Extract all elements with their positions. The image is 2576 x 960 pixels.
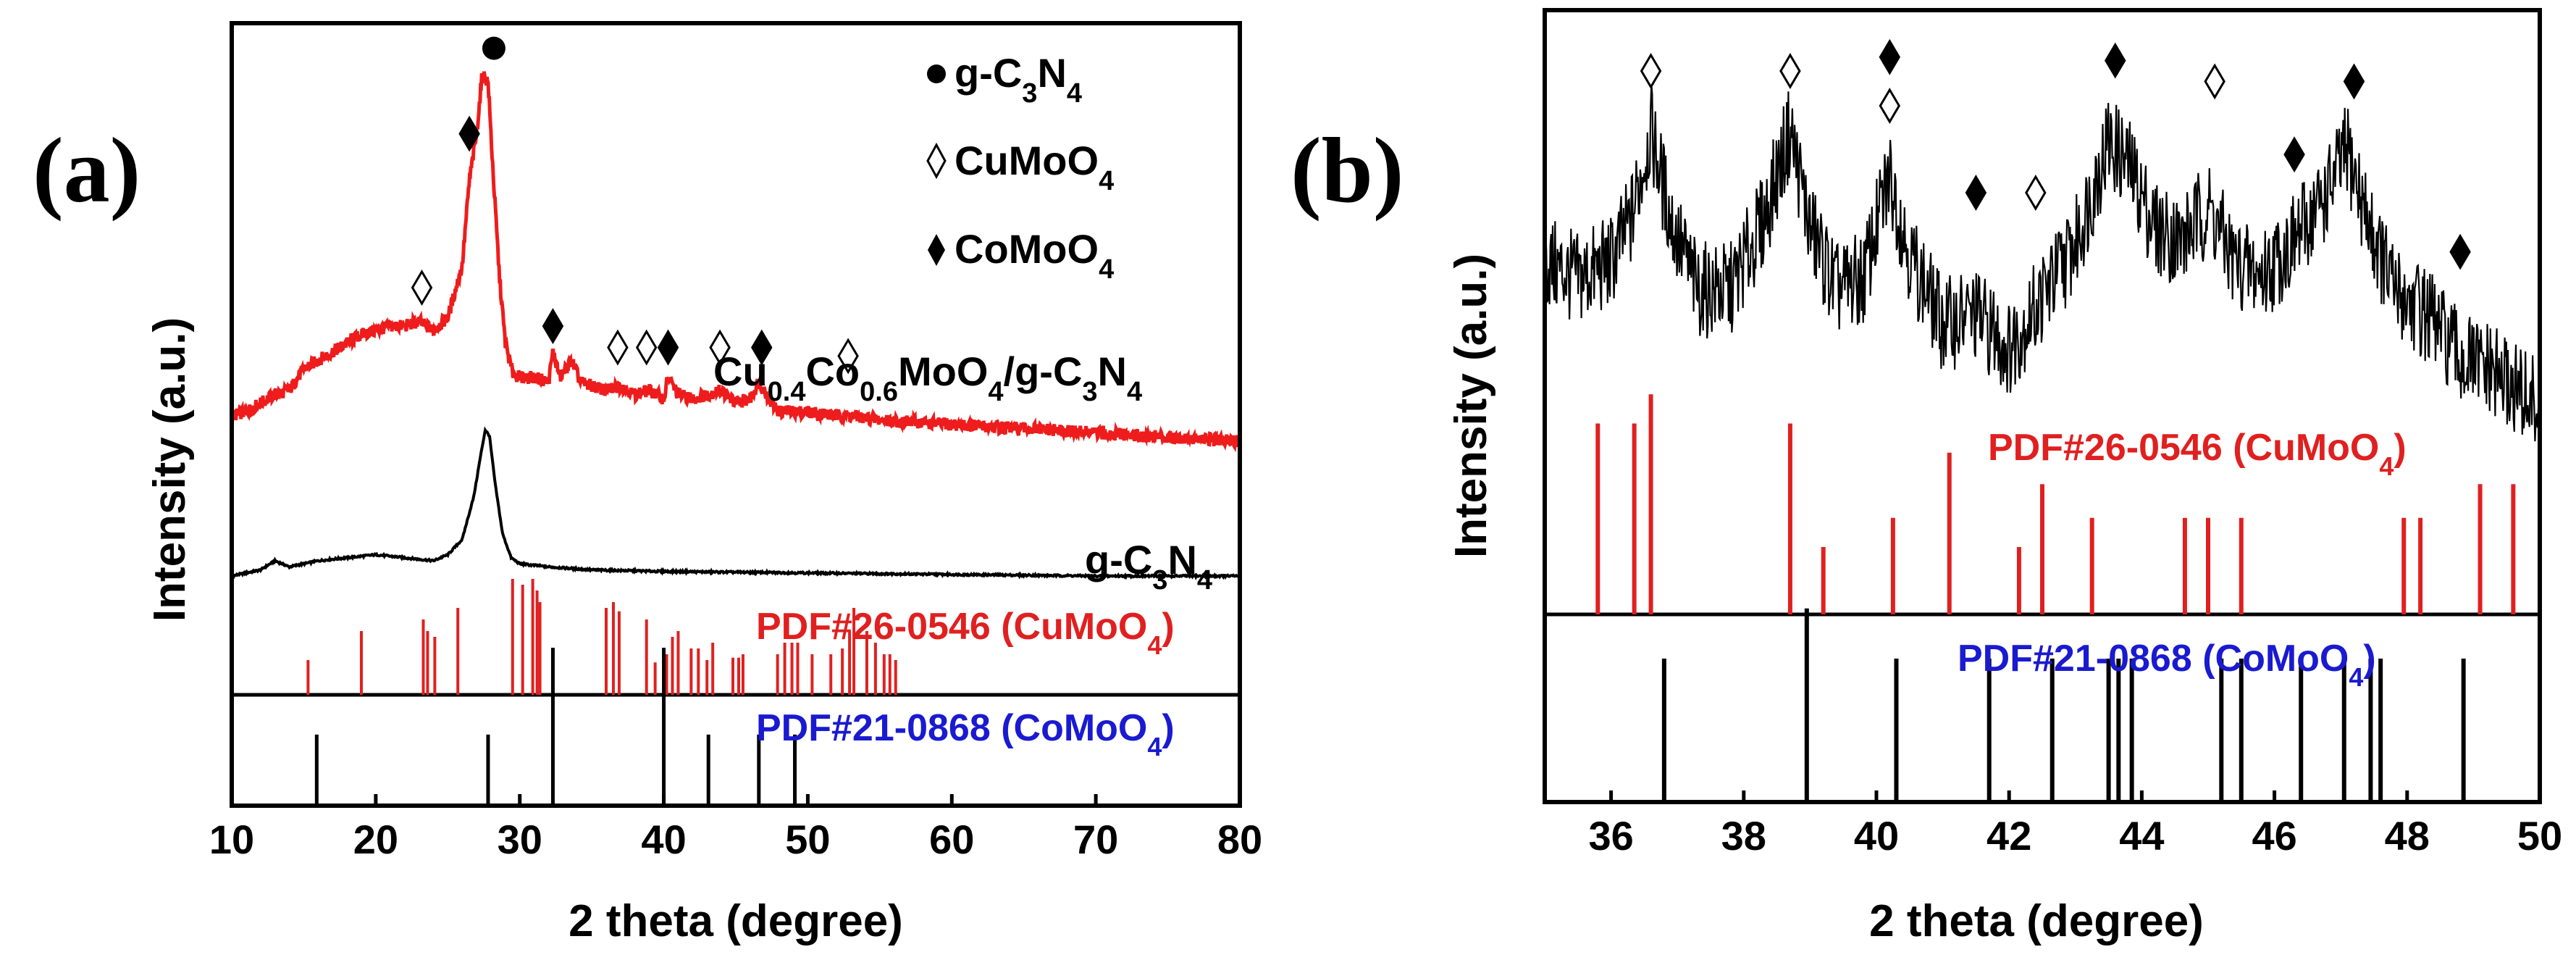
panel-b-marker-cumoo4-5	[2025, 175, 2047, 211]
panel-a-y-axis-label: Intensity (a.u.)	[145, 317, 195, 622]
panel-a-marker-comoo4-8	[751, 329, 773, 366]
panel-a-markers	[411, 36, 859, 375]
panel-a-series-composite-line	[230, 71, 1242, 453]
panel-b-x-axis-label: 2 theta (degree)	[1869, 896, 2204, 946]
panel-a-reference-cu	[232, 579, 1240, 697]
panel-b-series-composite	[1543, 83, 2541, 442]
panel-b-label: (b)	[1291, 119, 1404, 222]
panel-b-marker-cumoo4-7	[2204, 63, 2225, 100]
panel-a-series-g-c3n4-line	[231, 426, 1241, 580]
panel-a-marker-cumoo4-5	[635, 329, 658, 366]
panel-a-tick-label-2: 30	[498, 817, 542, 862]
panel-b-tick-label-3: 42	[1986, 813, 2031, 859]
panel-b-reference-co	[1661, 608, 2466, 802]
legend-comoo4-label: CoMoO4	[955, 226, 1114, 285]
panel-b-tick-label-1: 38	[1721, 813, 1766, 859]
panel-a-marker-comoo4-1	[458, 115, 480, 152]
panel-a: (a) Intensity (a.u.) 10 20 30 40 50 60 70 80 2 …	[33, 21, 1262, 946]
panel-b-marker-cumoo4-3	[1879, 88, 1901, 124]
panel-b: (b) Intensity (a.u.) 36 38 40 42 44 46 48 50 2 …	[1291, 8, 2562, 946]
panel-a-tick-label-0: 10	[209, 817, 254, 862]
panel-a-series-composite	[230, 71, 1242, 453]
annotation-pdf-comoo4-label: PDF#21-0868 (CoMoO4)	[756, 707, 1175, 761]
panel-a-tick-label-7: 80	[1217, 817, 1262, 862]
panel-b-marker-comoo4-8	[2283, 136, 2305, 173]
panel-b-tick-label-4: 44	[2119, 813, 2164, 859]
panel-a-x-ticks: 10 20 30 40 50 60 70 80	[209, 794, 1262, 862]
panel-b-tick-label-7: 50	[2517, 813, 2562, 859]
legend-cumoo4-marker	[926, 142, 947, 180]
panel-b-tick-label-6: 48	[2385, 813, 2430, 859]
panel-a-tick-label-5: 60	[929, 817, 974, 862]
panel-b-marker-comoo4-4	[1965, 175, 1987, 211]
panel-b-series-composite-line	[1543, 83, 2541, 442]
panel-a-marker-cumoo4-4	[607, 329, 629, 366]
panel-b-marker-comoo4-9	[2343, 63, 2365, 100]
panel-b-marker-comoo4-10	[2449, 233, 2471, 270]
panel-b-marker-comoo4-2	[1879, 38, 1901, 75]
panel-a-marker-comoo4-3	[542, 308, 564, 345]
panel-b-marker-cumoo4-0	[1640, 53, 1662, 89]
panel-b-tick-label-5: 46	[2252, 813, 2296, 859]
panel-a-tick-label-3: 40	[641, 817, 686, 862]
panel-b-y-axis-label: Intensity (a.u.)	[1446, 254, 1496, 558]
legend-cumoo4-label: CuMoO4	[955, 138, 1114, 196]
annotation-composite-label: Cu0.4Co0.6MoO4/g-C3N4	[713, 348, 1142, 407]
annotation-pdf-cumoo4-label: PDF#26-0546 (CuMoO4)	[756, 606, 1175, 660]
panel-a-x-axis-label: 2 theta (degree)	[569, 896, 903, 946]
panel-a-marker-cumoo4-9	[837, 338, 859, 375]
panel-a-legend: g-C3N4 CuMoO4 CoMoO4	[926, 50, 1114, 285]
panel-a-marker-g-c3n4-0	[482, 36, 505, 60]
annotation-b-pdf-comoo4-label: PDF#21-0868 (CoMoO4)	[1958, 638, 2376, 692]
legend-g-c3n4-marker	[927, 64, 946, 83]
panel-b-plot-frame	[1543, 8, 2542, 804]
panel-b-tick-label-2: 40	[1854, 813, 1899, 859]
panel-b-marker-comoo4-6	[2105, 42, 2126, 79]
panel-a-series-g-c3n4	[231, 426, 1241, 580]
panel-a-tick-label-1: 20	[353, 817, 398, 862]
panel-b-marker-cumoo4-1	[1779, 53, 1801, 89]
panel-a-reference-co	[314, 648, 797, 806]
panel-a-marker-cumoo4-7	[709, 329, 731, 366]
panel-a-marker-comoo4-6	[657, 329, 679, 366]
panel-a-label: (a)	[33, 119, 140, 222]
panel-b-reference-cu	[1545, 394, 2540, 617]
panel-b-tick-label-0: 36	[1588, 813, 1633, 859]
panel-a-marker-cumoo4-2	[411, 270, 433, 306]
panel-a-tick-label-4: 50	[785, 817, 830, 862]
annotation-b-pdf-cumoo4-label: PDF#26-0546 (CuMoO4)	[1988, 427, 2407, 481]
panel-a-tick-label-6: 70	[1073, 817, 1118, 862]
panel-b-x-ticks: 36 38 40 42 44 46 48 50	[1588, 790, 2562, 859]
legend-comoo4-marker	[928, 234, 945, 266]
legend-g-c3n4-label: g-C3N4	[955, 50, 1082, 109]
panel-b-markers	[1640, 38, 2471, 270]
annotation-g-c3n4-label: g-C3N4	[1085, 537, 1212, 596]
panel-a-plot-frame	[230, 21, 1242, 808]
